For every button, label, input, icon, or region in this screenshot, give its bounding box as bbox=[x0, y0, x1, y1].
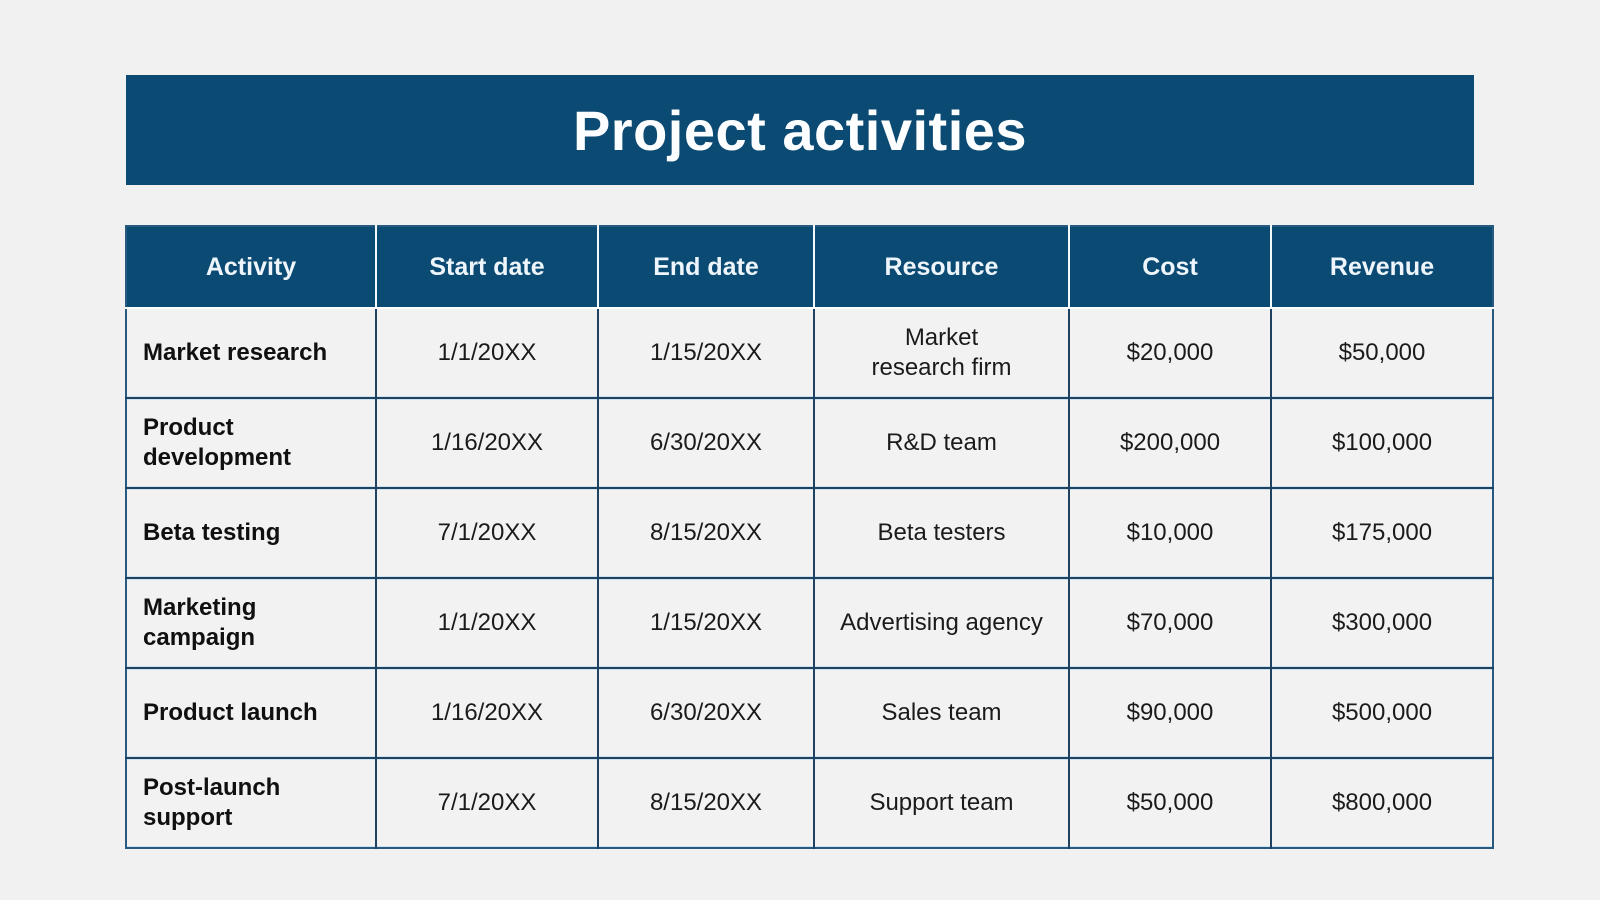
table-row: Beta testing 7/1/20XX 8/15/20XX Beta tester… bbox=[126, 487, 1493, 578]
cell-activity: Post-launch support bbox=[126, 757, 377, 848]
slide-title: Project activities bbox=[572, 98, 1028, 162]
cell-cost: $200,000 bbox=[1069, 397, 1272, 488]
title-banner: Project activities bbox=[126, 75, 1474, 185]
table-row: Post-launch support 7/1/20XX 8/15/20XX Supp… bbox=[126, 757, 1493, 848]
cell-start_date: 7/1/20XX bbox=[376, 487, 599, 578]
cell-start_date: 1/1/20XX bbox=[376, 307, 599, 398]
cell-start_date: 1/16/20XX bbox=[376, 397, 599, 488]
cell-start_date: 1/16/20XX bbox=[376, 667, 599, 758]
cell-end_date: 8/15/20XX bbox=[598, 757, 815, 848]
cell-cost: $90,000 bbox=[1069, 667, 1272, 758]
cell-revenue: $500,000 bbox=[1271, 667, 1493, 758]
cell-end_date: 1/15/20XX bbox=[598, 577, 815, 668]
cell-cost: $20,000 bbox=[1069, 307, 1272, 398]
cell-activity: Product launch bbox=[126, 667, 377, 758]
cell-activity: Market research bbox=[126, 307, 377, 398]
cell-activity: Beta testing bbox=[126, 487, 377, 578]
table-header-row: Activity Start date End date Resource Co… bbox=[126, 226, 1493, 308]
header-cell-activity: Activity bbox=[126, 226, 377, 308]
header-cell-start-date: Start date bbox=[376, 226, 599, 308]
header-cell-revenue: Revenue bbox=[1271, 226, 1493, 308]
cell-start_date: 1/1/20XX bbox=[376, 577, 599, 668]
cell-activity: Product development bbox=[126, 397, 377, 488]
cell-end_date: 6/30/20XX bbox=[598, 397, 815, 488]
table-row: Market research 1/1/20XX 1/15/20XX Market r… bbox=[126, 307, 1493, 398]
cell-end_date: 6/30/20XX bbox=[598, 667, 815, 758]
table-row: Product development 1/16/20XX 6/30/20XX R&D… bbox=[126, 397, 1493, 488]
table-row: Product launch 1/16/20XX 6/30/20XX Sales te… bbox=[126, 667, 1493, 758]
cell-revenue: $800,000 bbox=[1271, 757, 1493, 848]
cell-resource: Support team bbox=[814, 757, 1070, 848]
cell-cost: $50,000 bbox=[1069, 757, 1272, 848]
cell-end_date: 1/15/20XX bbox=[598, 307, 815, 398]
cell-resource: Market research firm bbox=[814, 307, 1070, 398]
cell-cost: $10,000 bbox=[1069, 487, 1272, 578]
activities-table-container: Activity Start date End date Resource Co… bbox=[125, 225, 1494, 849]
cell-revenue: $50,000 bbox=[1271, 307, 1493, 398]
table-row: Marketing campaign 1/1/20XX 1/15/20XX Adver… bbox=[126, 577, 1493, 668]
header-cell-end-date: End date bbox=[598, 226, 815, 308]
cell-resource: Advertising agency bbox=[814, 577, 1070, 668]
cell-cost: $70,000 bbox=[1069, 577, 1272, 668]
cell-revenue: $300,000 bbox=[1271, 577, 1493, 668]
header-cell-resource: Resource bbox=[814, 226, 1070, 308]
cell-end_date: 8/15/20XX bbox=[598, 487, 815, 578]
cell-resource: Sales team bbox=[814, 667, 1070, 758]
cell-start_date: 7/1/20XX bbox=[376, 757, 599, 848]
cell-resource: Beta testers bbox=[814, 487, 1070, 578]
cell-resource: R&D team bbox=[814, 397, 1070, 488]
cell-revenue: $100,000 bbox=[1271, 397, 1493, 488]
table-body: Market research 1/1/20XX 1/15/20XX Market r… bbox=[126, 307, 1493, 848]
cell-activity: Marketing campaign bbox=[126, 577, 377, 668]
cell-revenue: $175,000 bbox=[1271, 487, 1493, 578]
activities-table: Activity Start date End date Resource Co… bbox=[125, 225, 1494, 849]
header-cell-cost: Cost bbox=[1069, 226, 1272, 308]
